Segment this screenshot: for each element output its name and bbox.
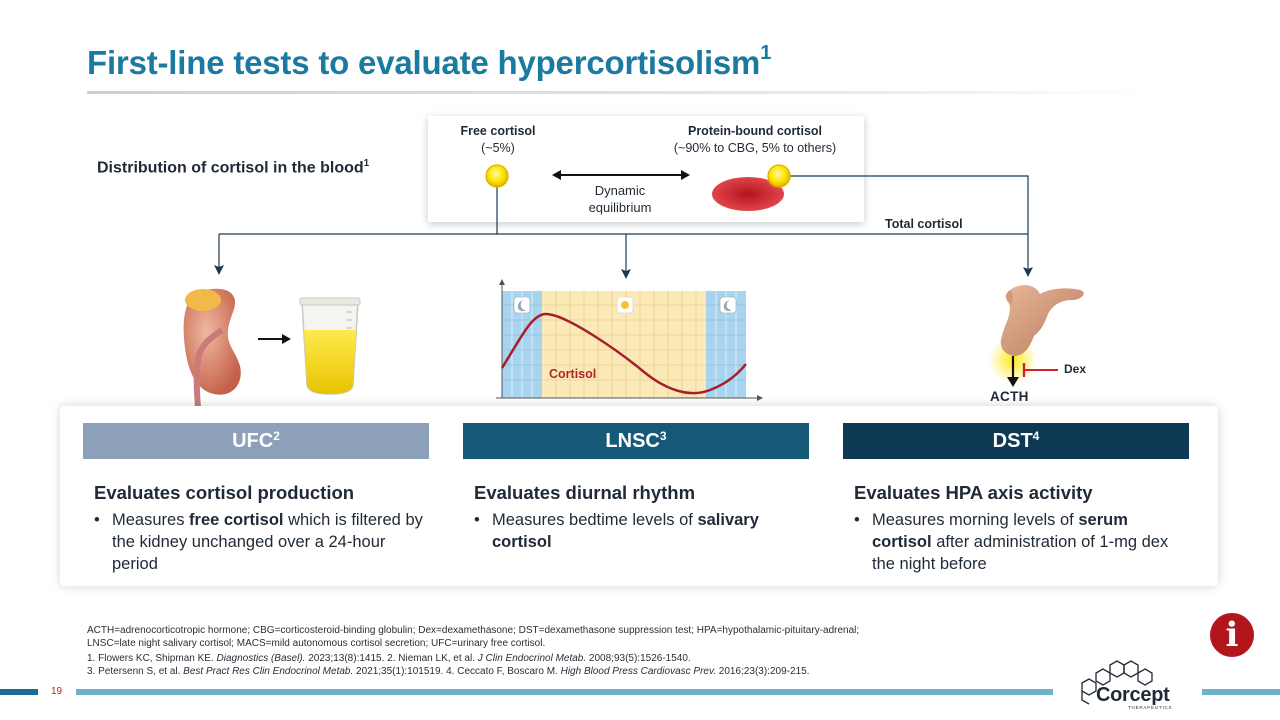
diurnal-rhythm-chart — [496, 279, 763, 401]
footer-bar-middle — [76, 689, 1053, 695]
arrow-to-ufc-icon — [214, 265, 224, 275]
abbreviations-line-1: ACTH=adrenocorticotropic hormone; CBG=co… — [87, 625, 860, 636]
dst-heading: Evaluates HPA axis activity — [854, 482, 1093, 503]
dst-bullet: Measures morning levels of serum cortiso… — [854, 509, 1184, 575]
dex-inhibit-icon — [1022, 363, 1058, 377]
dst-column: Evaluates HPA axis activity Measures mor… — [854, 482, 1184, 575]
acth-label: ACTH — [990, 389, 1029, 404]
dst-header: DST 4 — [843, 423, 1189, 459]
connector-lines — [218, 175, 1029, 272]
lnsc-heading: Evaluates diurnal rhythm — [474, 482, 696, 503]
corcept-logo-subtext: THERAPEUTICS — [1128, 705, 1173, 710]
urine-cup-icon — [299, 297, 361, 395]
corcept-logo-icon — [1081, 660, 1153, 705]
moon-icon — [719, 296, 737, 314]
footer-bar-left — [0, 689, 38, 695]
ufc-heading: Evaluates cortisol production — [94, 482, 355, 503]
total-cortisol-label: Total cortisol — [885, 217, 963, 231]
free-cortisol-percent: (~5%) — [481, 141, 515, 155]
moon-icon — [513, 296, 531, 314]
distribution-label: Distribution of cortisol in the blood1 — [97, 158, 370, 177]
protein-bound-percent: (~90% to CBG, 5% to others) — [673, 141, 837, 155]
lnsc-header: LNSC 3 — [463, 423, 809, 459]
arrow-to-dst-icon — [1023, 267, 1033, 277]
arrow-to-lnsc-icon — [621, 269, 631, 279]
sun-icon — [616, 296, 634, 314]
cortisol-curve-label: Cortisol — [549, 367, 597, 381]
footer-bar-right — [1202, 689, 1280, 695]
references-line-2: 3. Petersenn S, et al. Best Pract Res Cl… — [87, 666, 810, 677]
dynamic-equilibrium-label: Dynamic equilibrium — [588, 183, 652, 215]
slide-title: First-line tests to evaluate hypercortis… — [87, 42, 772, 81]
free-cortisol-title: Free cortisol — [460, 124, 536, 138]
references-line-1: 1. Flowers KC, Shipman KE. Diagnostics (… — [87, 653, 691, 664]
abbreviations-line-2: LNSC=late night salivary cortisol; MACS=… — [87, 638, 546, 649]
arrow-right-icon — [258, 334, 291, 344]
ufc-bullet: Measures free cortisol which is filtered… — [94, 509, 424, 575]
protein-bound-title: Protein-bound cortisol — [687, 124, 823, 138]
lnsc-bullet: Measures bedtime levels of salivary cort… — [474, 509, 804, 553]
ufc-header: UFC 2 — [83, 423, 429, 459]
cortisol-curve — [500, 312, 747, 395]
title-underline — [87, 91, 1157, 94]
corcept-logo-text: Corcept — [1096, 684, 1170, 706]
lnsc-column: Evaluates diurnal rhythm Measures bedtim… — [474, 482, 804, 553]
bound-cortisol-molecule-icon — [767, 164, 791, 188]
cbg-protein-icon — [712, 177, 784, 211]
dex-label: Dex — [1064, 362, 1087, 376]
double-arrow-icon — [552, 170, 690, 180]
kidney-icon — [183, 288, 241, 409]
free-cortisol-molecule-icon — [485, 164, 509, 188]
page-number: 19 — [51, 686, 63, 697]
info-icon[interactable]: i — [1210, 613, 1254, 657]
ufc-column: Evaluates cortisol production Measures f… — [94, 482, 424, 575]
